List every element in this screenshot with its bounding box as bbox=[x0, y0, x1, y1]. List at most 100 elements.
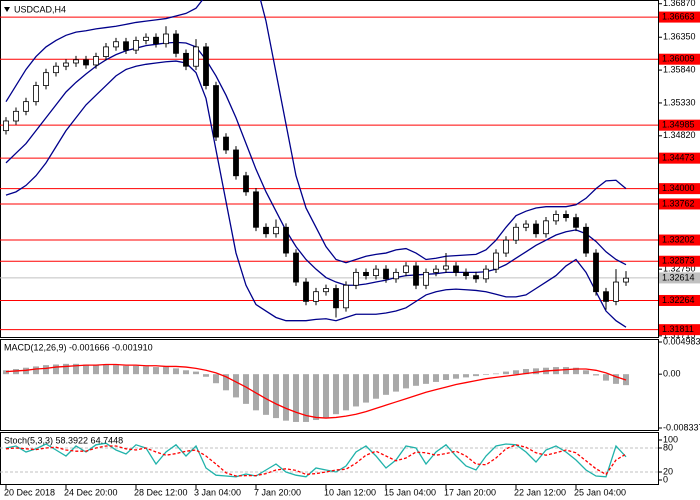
macd-bar bbox=[243, 374, 249, 404]
macd-bar bbox=[193, 371, 199, 375]
level-box bbox=[659, 234, 700, 246]
macd-bar bbox=[573, 367, 579, 375]
macd-bar bbox=[603, 374, 609, 381]
y-tick-label: 0.00 bbox=[663, 369, 681, 379]
line bbox=[5, 60, 627, 328]
current-price-label: 1.32614 bbox=[662, 272, 695, 282]
candle-body bbox=[113, 41, 119, 48]
macd-bar bbox=[143, 366, 149, 375]
y-tick-label: -0.008337 bbox=[663, 422, 700, 432]
line bbox=[5, 41, 627, 286]
symbol-icon bbox=[4, 7, 10, 12]
macd-bar bbox=[333, 374, 339, 415]
candle-body bbox=[233, 149, 239, 177]
macd-bar bbox=[413, 374, 419, 386]
candle-body bbox=[493, 252, 499, 270]
macd-bar bbox=[443, 374, 449, 380]
macd-bar bbox=[53, 364, 59, 375]
candle-body bbox=[513, 226, 519, 241]
candle-body bbox=[93, 56, 99, 66]
macd-bar bbox=[423, 374, 429, 384]
level-box bbox=[659, 152, 700, 164]
macd-bar bbox=[393, 374, 399, 392]
candle-body bbox=[83, 59, 89, 66]
candle-body bbox=[433, 268, 439, 273]
macd-bar bbox=[383, 374, 389, 395]
candle-body bbox=[543, 220, 549, 235]
candle-body bbox=[283, 226, 289, 254]
frame bbox=[0, 0, 659, 485]
macd-bar bbox=[173, 368, 179, 375]
macd-bar bbox=[63, 363, 69, 375]
level-label: 1.34000 bbox=[662, 183, 695, 193]
macd-bar bbox=[33, 366, 39, 375]
macd-bar bbox=[103, 364, 109, 375]
candle-body bbox=[133, 40, 139, 51]
y-tick-label: 1.32750 bbox=[663, 264, 696, 274]
candle-body bbox=[533, 223, 539, 235]
macd-bar bbox=[523, 369, 529, 375]
candle-body bbox=[583, 226, 589, 254]
y-tick-label: 1.36350 bbox=[663, 32, 696, 42]
level-label: 1.33202 bbox=[662, 234, 695, 244]
macd-bar bbox=[3, 370, 9, 375]
macd-bar bbox=[593, 374, 599, 376]
x-tick-label: 7 Jan 20:00 bbox=[254, 487, 301, 497]
candle-body bbox=[53, 65, 59, 74]
candle-body bbox=[153, 36, 159, 45]
macd-bar bbox=[183, 370, 189, 375]
macd-bar bbox=[263, 374, 269, 415]
candle-body bbox=[573, 217, 579, 228]
macd-bar bbox=[163, 367, 169, 375]
level-box bbox=[659, 119, 700, 131]
candle-body bbox=[373, 268, 379, 277]
macd-bar bbox=[223, 374, 229, 391]
candle-body bbox=[363, 271, 369, 277]
candle-body bbox=[63, 62, 69, 67]
x-tick-label: 20 Dec 2018 bbox=[4, 487, 55, 497]
candle-body bbox=[293, 252, 299, 283]
chart-title: USDCAD,H4 bbox=[14, 4, 66, 14]
candle-body bbox=[333, 288, 339, 309]
level-box bbox=[659, 198, 700, 210]
axis: 1.36870 1.36350 1.35840 1.35330 1.34820 1.327… bbox=[4, 0, 700, 497]
y-tick-label: 100 bbox=[663, 434, 678, 444]
level-box bbox=[659, 11, 700, 23]
macd-bar bbox=[453, 374, 459, 379]
macd-bar bbox=[403, 374, 409, 389]
candle-body bbox=[213, 85, 219, 138]
candle-body bbox=[303, 281, 309, 302]
candle-body bbox=[3, 120, 9, 132]
y-tick-label: 0 bbox=[663, 474, 668, 484]
macd-bar bbox=[113, 365, 119, 375]
macd-bar bbox=[493, 373, 499, 375]
level-label: 1.32873 bbox=[662, 256, 695, 266]
candle-body bbox=[13, 110, 19, 122]
macd-bar bbox=[203, 374, 209, 377]
macd-bar bbox=[133, 365, 139, 375]
candle-body bbox=[103, 46, 109, 57]
level-label: 1.33762 bbox=[662, 198, 695, 208]
candle-body bbox=[123, 41, 129, 51]
line bbox=[5, 444, 627, 477]
candle-body bbox=[183, 52, 189, 67]
macd-pane bbox=[3, 363, 629, 422]
line bbox=[5, 442, 627, 478]
stoch-pane bbox=[0, 442, 658, 478]
x-tick-label: 17 Jan 20:00 bbox=[444, 487, 496, 497]
candle-body bbox=[483, 268, 489, 280]
level-box bbox=[659, 294, 700, 306]
macd-bar bbox=[283, 374, 289, 421]
candle-body bbox=[33, 85, 39, 103]
x-tick-label: 10 Jan 12:00 bbox=[324, 487, 376, 497]
level-label: 1.36009 bbox=[662, 54, 695, 64]
y-tick-label: 1.36870 bbox=[663, 0, 696, 8]
level-box bbox=[659, 324, 700, 336]
candle-body bbox=[383, 268, 389, 280]
macd-bar bbox=[373, 374, 379, 399]
candle-body bbox=[623, 277, 629, 283]
candle-body bbox=[613, 281, 619, 302]
candle-body bbox=[243, 175, 249, 193]
candle-body bbox=[263, 226, 269, 235]
candle-body bbox=[593, 252, 599, 293]
